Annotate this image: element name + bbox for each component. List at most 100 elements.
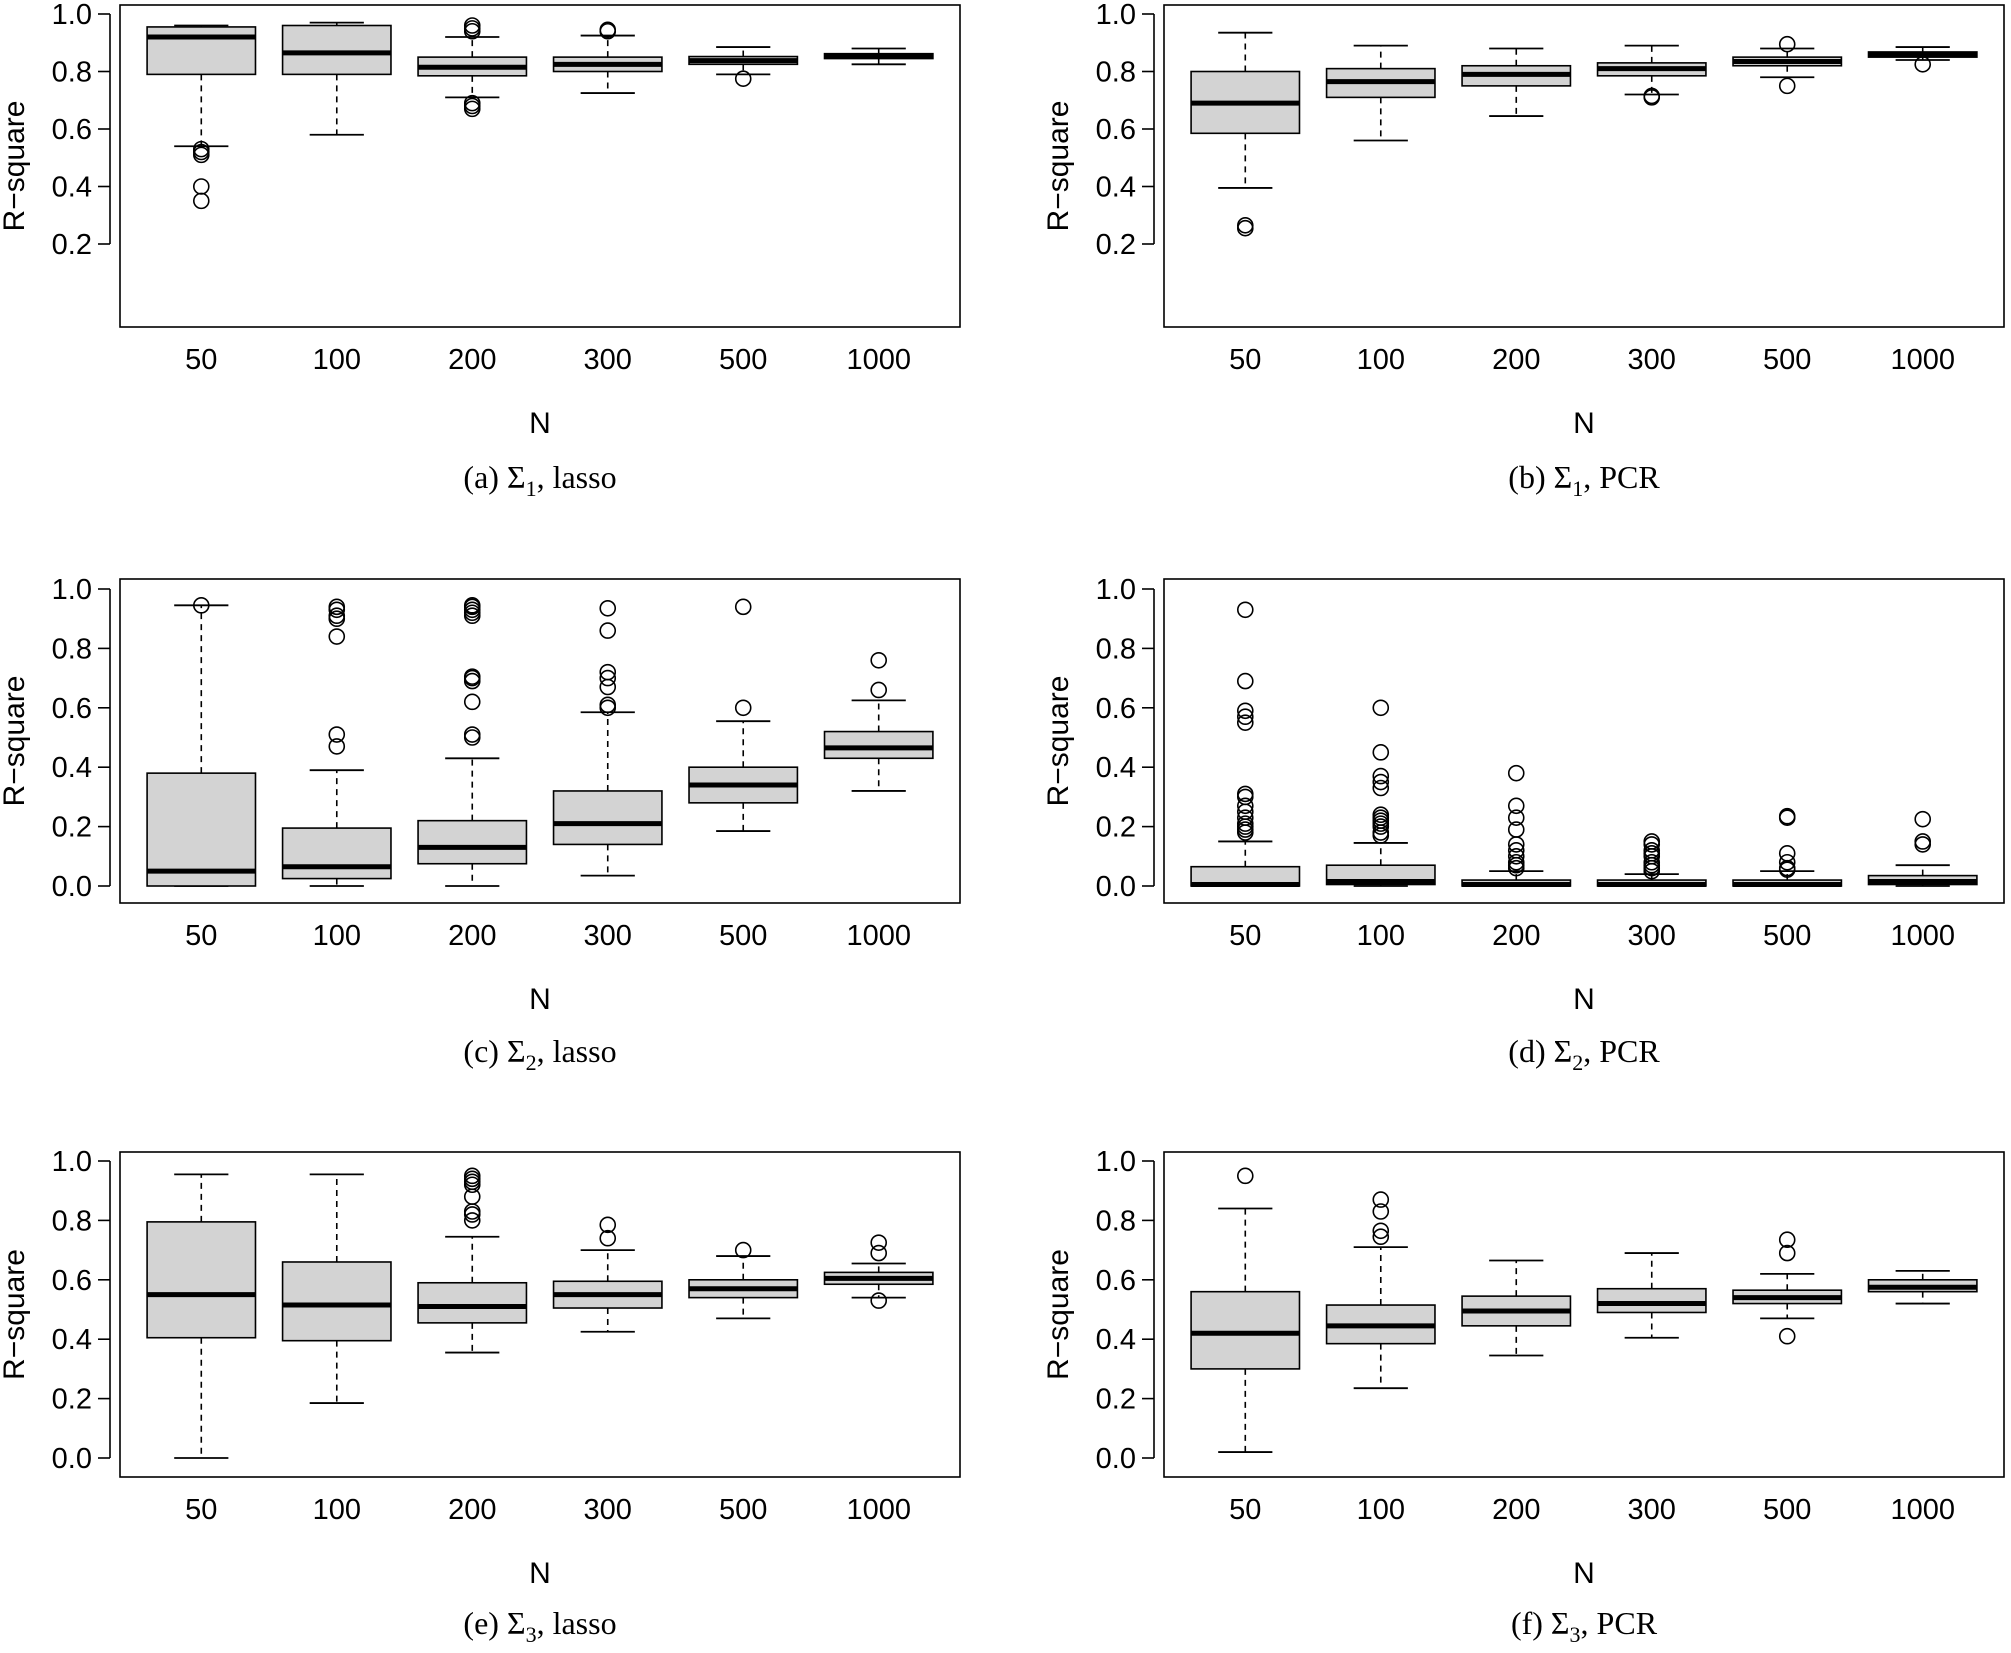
y-tick-label: 0.6 xyxy=(52,114,92,146)
outlier-point xyxy=(463,672,481,690)
outlier-point xyxy=(328,628,346,645)
x-tick-label: 1000 xyxy=(846,920,911,952)
outlier-point xyxy=(599,699,617,717)
box-body xyxy=(281,827,392,880)
box-200 xyxy=(1461,47,1572,117)
box-200 xyxy=(1461,764,1572,888)
x-axis-label: N xyxy=(1573,407,1595,440)
outlier-point xyxy=(328,738,346,755)
x-tick-label: 300 xyxy=(1628,344,1676,376)
outlier-point xyxy=(1236,601,1254,619)
x-axis-label: N xyxy=(1573,983,1595,1016)
x-axis-label: N xyxy=(529,1557,551,1590)
box-body xyxy=(146,1221,257,1339)
x-axis: 50 100 200 300 500 1000 xyxy=(1229,1494,1955,1526)
panel-caption: (a) Σ1, lasso xyxy=(463,459,616,501)
y-tick-label: 0.4 xyxy=(52,1324,92,1356)
panel-caption: (e) Σ3, lasso xyxy=(463,1605,616,1647)
outlier-point xyxy=(1778,1231,1796,1249)
y-tick-label: 1.0 xyxy=(52,0,92,31)
y-tick-label: 0.8 xyxy=(52,1205,92,1237)
box-1000 xyxy=(1867,46,1978,73)
box-body xyxy=(823,730,934,760)
outlier-point xyxy=(734,70,752,87)
caption-subscript: 2 xyxy=(526,1050,537,1075)
x-tick-label: 300 xyxy=(584,920,632,952)
outlier-point xyxy=(1778,853,1796,871)
plot-frame xyxy=(1163,578,2005,904)
outlier-point xyxy=(1507,809,1525,826)
caption-method: lasso xyxy=(553,1033,617,1069)
x-tick-label: 1000 xyxy=(1890,920,1955,952)
box-body xyxy=(1596,1287,1707,1314)
box-body xyxy=(417,1281,528,1324)
outlier-point xyxy=(463,729,481,746)
outlier-point xyxy=(1236,797,1254,815)
outlier-point xyxy=(192,597,210,614)
y-tick-label: 0.8 xyxy=(52,633,92,665)
box-body xyxy=(417,819,528,865)
y-tick-label: 0.4 xyxy=(1096,1324,1136,1356)
outlier-point xyxy=(734,598,752,616)
outlier-point xyxy=(599,669,617,687)
caption-symbol: Σ xyxy=(507,459,526,495)
outlier-point xyxy=(1372,699,1390,717)
y-axis-label: R−square xyxy=(1042,676,1075,807)
panel-e: 0.0 0.2 0.4 0.6 0.8 1.0 R−square 50 100 200 300 500… xyxy=(0,1146,961,1647)
outlier-point xyxy=(192,192,210,210)
box-1000 xyxy=(823,1234,934,1309)
y-tick-label: 0.6 xyxy=(1096,693,1136,725)
caption-subscript: 3 xyxy=(526,1622,537,1647)
box-100 xyxy=(1325,44,1436,142)
x-tick-label: 500 xyxy=(1763,344,1811,376)
x-tick-label: 300 xyxy=(1628,1494,1676,1526)
outlier-point xyxy=(1507,859,1525,877)
y-tick-label: 0.0 xyxy=(1096,1443,1136,1475)
y-tick-label: 0.6 xyxy=(52,1265,92,1297)
caption-method: PCR xyxy=(1597,1605,1658,1641)
box-50 xyxy=(1190,601,1301,888)
x-tick-label: 200 xyxy=(1492,1494,1540,1526)
outlier-point xyxy=(1372,1222,1390,1240)
caption-symbol: Σ xyxy=(1554,1033,1573,1069)
outlier-point xyxy=(463,100,481,118)
caption-symbol: Σ xyxy=(507,1605,526,1641)
x-tick-label: 200 xyxy=(448,1494,496,1526)
caption-method: PCR xyxy=(1599,1033,1660,1069)
outlier-point xyxy=(328,601,346,619)
outlier-point xyxy=(1372,773,1390,791)
box-500 xyxy=(688,46,799,87)
outlier-point xyxy=(463,693,481,711)
box-200 xyxy=(417,1167,528,1354)
outlier-point xyxy=(870,651,888,669)
outlier-point xyxy=(599,600,617,617)
x-tick-label: 1000 xyxy=(1890,344,1955,376)
caption-subscript: 1 xyxy=(1572,476,1583,501)
x-tick-label: 1000 xyxy=(846,344,911,376)
plot-frame xyxy=(1163,1151,2005,1478)
x-tick-label: 500 xyxy=(719,344,767,376)
box-100 xyxy=(1325,1191,1436,1390)
outlier-point xyxy=(734,1241,752,1259)
x-tick-label: 50 xyxy=(185,344,217,376)
outlier-point xyxy=(1778,1327,1796,1345)
y-axis: 0.2 0.4 0.6 0.8 1.0 xyxy=(1096,0,1155,261)
outlier-point xyxy=(599,1229,617,1247)
outlier-point xyxy=(1507,797,1525,815)
box-300 xyxy=(1596,44,1707,106)
outlier-point xyxy=(1372,779,1390,797)
outlier-point xyxy=(463,1212,481,1229)
y-tick-label: 0.6 xyxy=(52,693,92,725)
y-tick-label: 0.8 xyxy=(1096,633,1136,665)
box-100 xyxy=(281,21,392,136)
outlier-point xyxy=(1372,818,1390,835)
outlier-point xyxy=(1778,809,1796,826)
outlier-point xyxy=(1507,764,1525,782)
caption-label: (a) xyxy=(463,459,499,495)
box-50 xyxy=(1190,31,1301,237)
x-tick-label: 500 xyxy=(1763,1494,1811,1526)
outlier-point xyxy=(463,1188,481,1205)
y-tick-label: 0.8 xyxy=(1096,1205,1136,1237)
outlier-point xyxy=(192,178,210,195)
outlier-point xyxy=(328,610,346,628)
